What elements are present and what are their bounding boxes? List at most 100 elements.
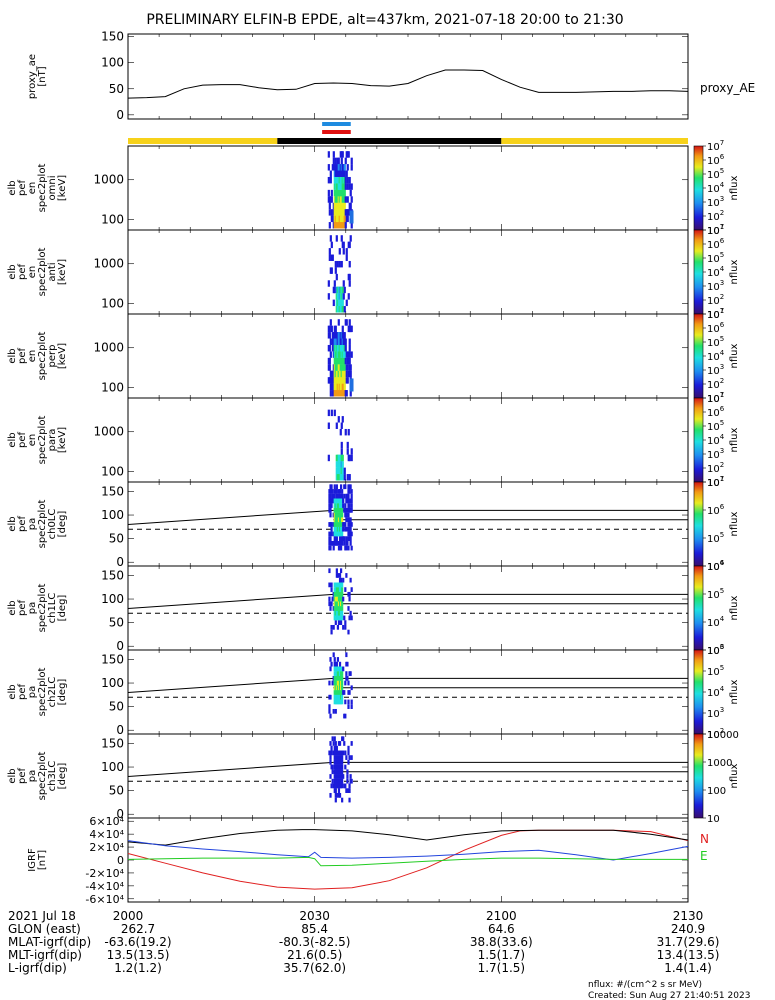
colorbar-tick-label: 10: [707, 814, 720, 825]
spectrogram-cell: [348, 344, 351, 352]
y-tick-label: 2×10⁴: [89, 841, 124, 854]
spectrogram-cell: [340, 448, 343, 455]
spectrogram-cell: [349, 378, 354, 392]
spectrogram-cell: [341, 582, 344, 588]
spectrogram-cell: [334, 620, 337, 625]
spectrogram-cell: [343, 536, 346, 541]
spectrogram-cell: [344, 176, 347, 184]
colorbar-tick-label: 106: [707, 643, 725, 657]
y-axis-label: elb: [7, 768, 18, 783]
spectrogram-cell: [328, 680, 331, 686]
spectrogram-cell: [330, 503, 333, 508]
spectrogram-cell: [348, 273, 351, 281]
y-tick-label: -6×10⁴: [85, 893, 124, 906]
spectrogram-cell: [334, 260, 337, 268]
spectrogram-cell: [340, 235, 343, 242]
spectrogram-cell: [336, 624, 340, 630]
spectrogram-cell: [341, 416, 344, 423]
colorbar-tick-exponent: 5: [720, 419, 724, 427]
spectrogram-cell: [329, 536, 332, 541]
spectrogram-cell: [338, 573, 342, 578]
spectrogram-cell: [328, 325, 331, 333]
colorbar-tick-exponent: 7: [720, 139, 724, 147]
spectrogram-cell: [347, 606, 350, 611]
spectrogram-cell: [341, 493, 344, 499]
spectrogram-cell: [343, 615, 346, 621]
ephemeris-value: 13.4(13.5): [657, 948, 720, 962]
date-label: 2021 Jul 18: [8, 909, 76, 923]
colorbar-tick-exponent: 3: [720, 447, 724, 455]
x-tick-label: 2130: [673, 909, 704, 923]
spectrogram-cell: [330, 196, 333, 203]
spectrogram-cell: [329, 235, 332, 242]
spectrogram-cell: [348, 596, 351, 602]
spectrogram-cell: [346, 176, 349, 184]
y-axis-label: [keV]: [57, 427, 68, 453]
spectrogram-cell: [345, 536, 348, 541]
spectrogram-cell: [335, 484, 338, 490]
y-axis-label: pef: [17, 180, 28, 197]
spectrogram-cell: [329, 507, 332, 513]
spectrogram-cell: [328, 601, 331, 607]
spectrogram-cell: [343, 493, 346, 499]
y-tick-label: 6×10⁴: [89, 815, 124, 828]
spectrogram-cell: [337, 493, 341, 499]
spectrogram-cell: [329, 512, 332, 518]
spectrogram-cell: [350, 196, 353, 203]
colorbar-tick-label: 106: [707, 503, 725, 517]
spectrogram-cell: [341, 151, 344, 158]
spectrogram-cell: [350, 498, 353, 504]
y-axis-label: elb: [7, 600, 18, 615]
colorbar-tick-label: 104: [707, 685, 725, 699]
spectrogram-cell: [350, 157, 353, 165]
spectrogram-cell: [349, 517, 352, 523]
spectrogram-cell: [330, 209, 333, 216]
anti-loss-cone-line: [127, 677, 334, 693]
y-tick-label: 150: [101, 736, 124, 750]
spectrogram-cell: [349, 370, 352, 378]
y-tick-label: 100: [101, 592, 124, 606]
colorbar-tick-exponent: 6: [720, 237, 725, 245]
spectrogram-cell: [333, 280, 336, 287]
y-axis-label: pa: [27, 770, 38, 782]
spectrogram-cell: [349, 202, 352, 210]
spectrogram-cell: [350, 503, 353, 508]
spectrogram-cell: [332, 151, 335, 158]
spectrogram-cell: [346, 675, 349, 681]
spectrogram-cell: [345, 170, 348, 177]
ephemeris-value: 31.7(29.6): [657, 935, 720, 949]
spectrogram-cell: [350, 164, 353, 171]
spectrogram-cell: [342, 624, 345, 630]
spectrogram-cell: [339, 568, 343, 574]
spectrogram-cell: [335, 661, 338, 667]
spectrogram-cell: [344, 764, 347, 770]
colorbar-tick-label: 103: [707, 363, 724, 377]
spectrogram-cell: [347, 704, 350, 709]
spectrogram-cell: [329, 545, 332, 551]
spectrogram-cell: [340, 422, 343, 429]
colorbar-tick-label: 105: [707, 251, 724, 265]
spectrogram-cell: [341, 512, 344, 518]
colorbar: [693, 145, 704, 231]
spectrogram-cell: [346, 377, 349, 384]
spectrogram-cell: [341, 694, 344, 700]
spectrogram-cell: [345, 652, 348, 658]
spectrogram-cell: [330, 587, 333, 592]
spectrogram-cell: [349, 235, 352, 242]
spectrogram-cell: [341, 685, 344, 691]
spectrogram-cell: [349, 484, 352, 490]
spectrogram-cell: [346, 164, 349, 171]
spectrogram-cell: [345, 545, 348, 551]
spectrogram-cell: [327, 189, 330, 197]
colorbar-tick-exponent: 4: [720, 685, 725, 693]
ephemeris-value: 85.4: [301, 922, 328, 936]
spectrogram-cell: [334, 157, 337, 165]
spectrogram-cell: [346, 540, 349, 546]
y-tick-label: 50: [109, 532, 124, 546]
spectrogram-cell: [331, 769, 334, 775]
colorbar-tick-exponent: 2: [720, 209, 724, 217]
spectrogram-cell: [337, 319, 340, 326]
